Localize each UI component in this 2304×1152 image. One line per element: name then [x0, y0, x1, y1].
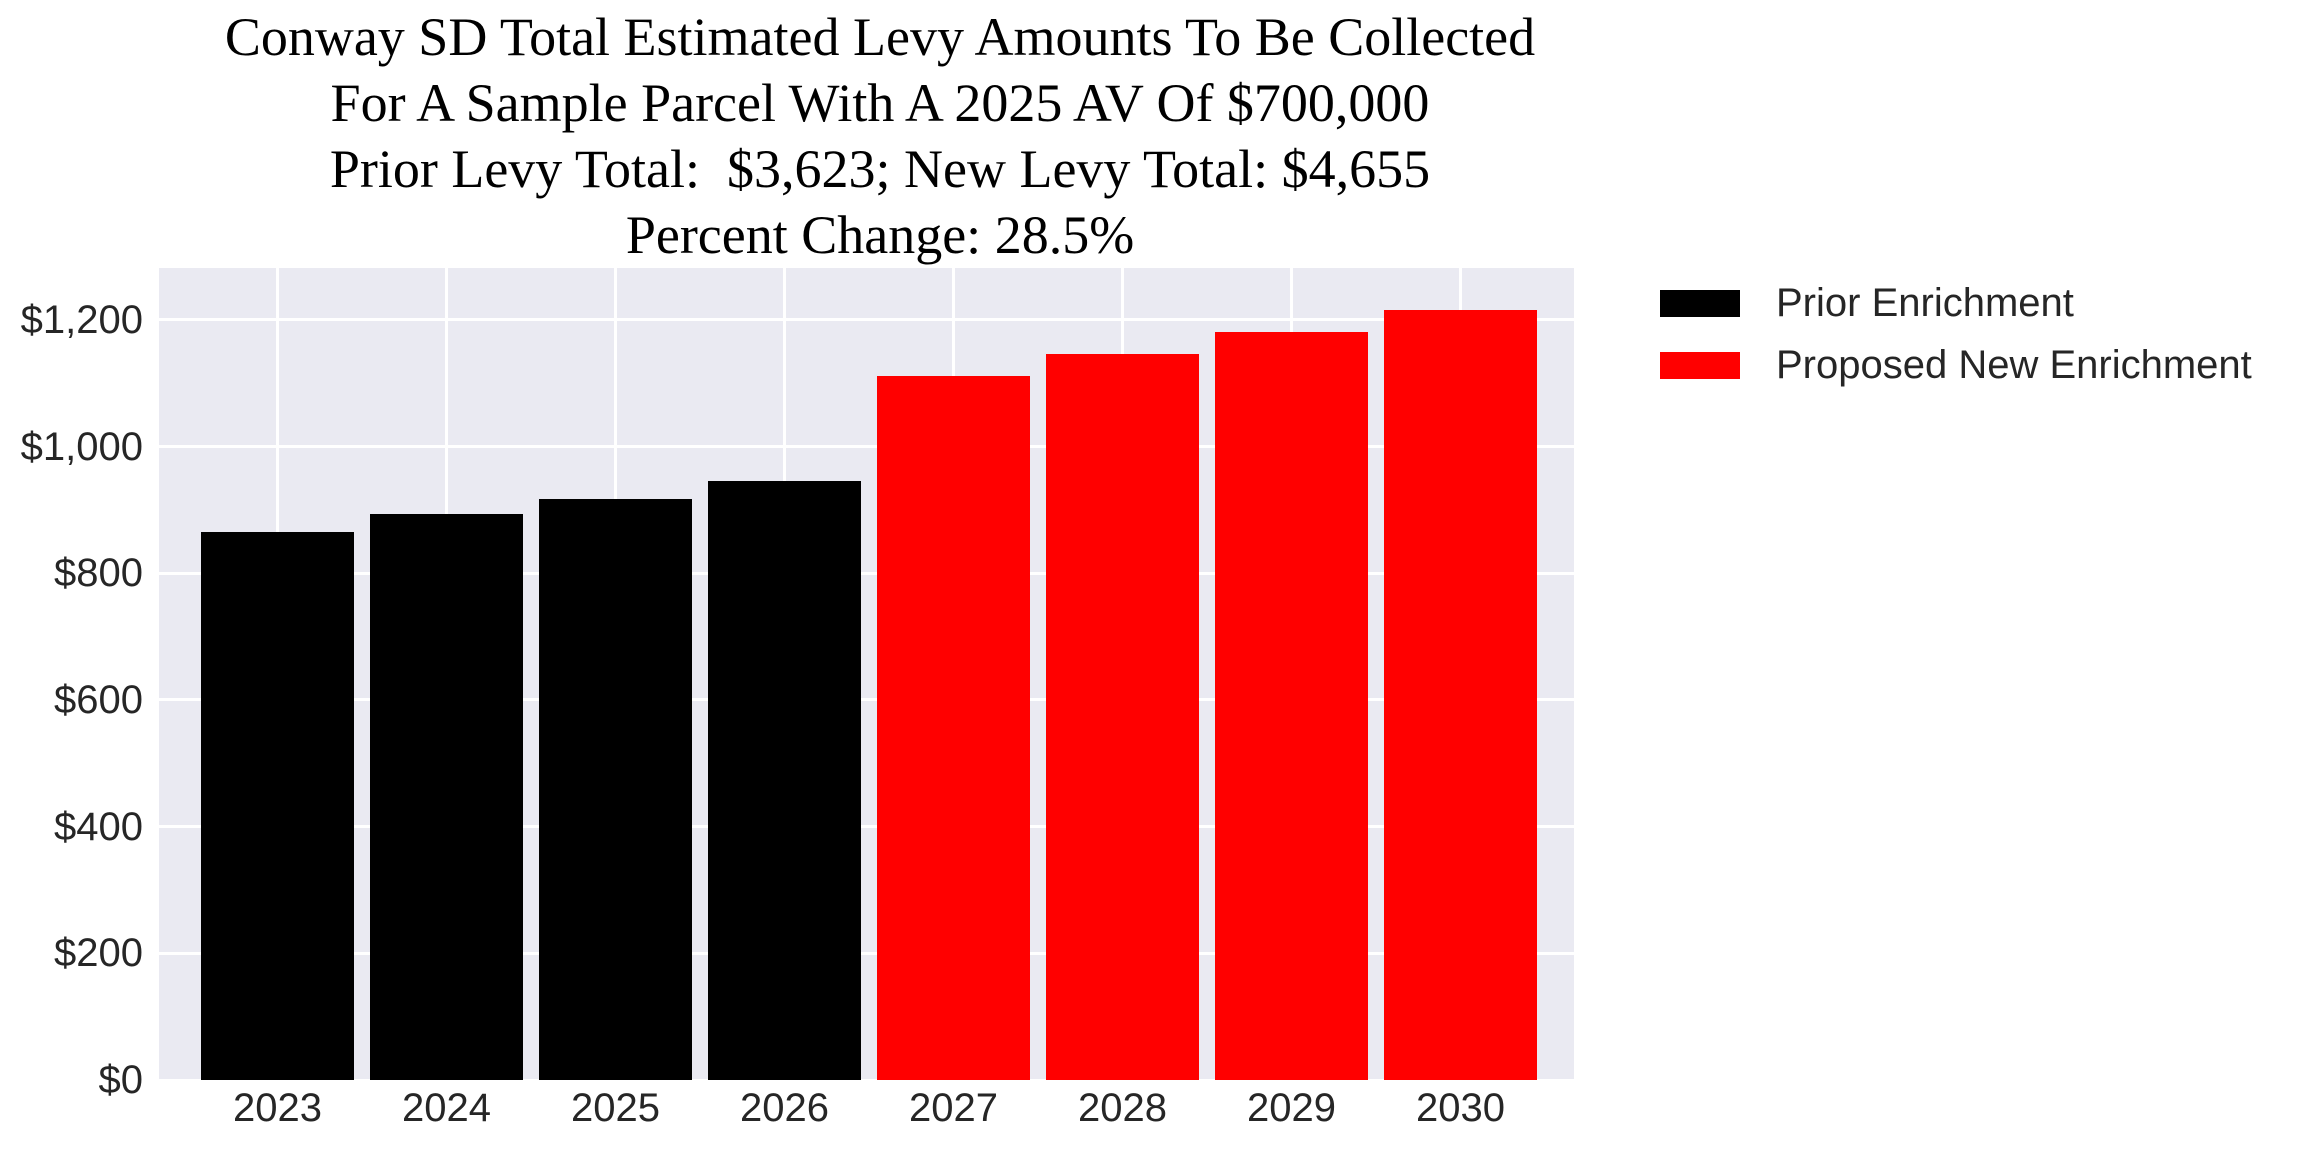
chart-title-line-4: Percent Change: 28.5%: [625, 205, 1135, 265]
y-tick-label-1200: $1,200: [20, 297, 143, 342]
legend-row: Proposed New Enrichment: [1660, 334, 2252, 396]
legend: Prior Enrichment Proposed New Enrichment: [1660, 272, 2252, 396]
bar-2029: [1215, 331, 1368, 1080]
bar-2026: [708, 480, 861, 1080]
gridline-horizontal-1200: [159, 318, 1574, 322]
gridline-horizontal-0: [159, 1078, 1574, 1080]
x-tick-label-2027: 2027: [909, 1086, 998, 1130]
x-tick-label-2025: 2025: [571, 1086, 660, 1130]
plot-area: [159, 268, 1574, 1080]
x-tick-label-2026: 2026: [740, 1086, 829, 1130]
x-tick-label-2023: 2023: [233, 1086, 322, 1130]
x-tick-label-2029: 2029: [1247, 1086, 1336, 1130]
bar-2023: [201, 531, 354, 1080]
y-tick-label-1000: $1,000: [20, 424, 143, 469]
bar-2024: [370, 514, 523, 1080]
legend-label: Prior Enrichment: [1776, 281, 2074, 325]
y-tick-label-400: $400: [54, 804, 143, 849]
x-tick-label-2028: 2028: [1078, 1086, 1167, 1130]
x-tick-label-2030: 2030: [1416, 1086, 1505, 1130]
chart-title: Conway SD Total Estimated Levy Amounts T…: [0, 4, 1760, 268]
gridline-horizontal-600: [159, 698, 1574, 702]
chart-title-line-2: For A Sample Parcel With A 2025 AV Of $7…: [330, 73, 1430, 133]
x-tick-label-2024: 2024: [402, 1086, 491, 1130]
legend-row: Prior Enrichment: [1660, 272, 2252, 334]
bar-2025: [539, 498, 692, 1080]
gridline-horizontal-200: [159, 951, 1574, 955]
bar-2030: [1384, 309, 1537, 1080]
y-tick-label-200: $200: [54, 931, 143, 976]
y-tick-label-0: $0: [98, 1058, 144, 1102]
y-tick-label-600: $600: [54, 677, 143, 722]
bar-2028: [1046, 354, 1199, 1080]
chart-title-line-1: Conway SD Total Estimated Levy Amounts T…: [224, 7, 1536, 67]
legend-label: Proposed New Enrichment: [1776, 343, 2252, 387]
y-tick-label-800: $800: [54, 551, 143, 596]
bar-2027: [877, 375, 1030, 1080]
legend-swatch-proposed-new-enrichment: [1660, 351, 1740, 379]
legend-swatch-prior-enrichment: [1660, 289, 1740, 317]
chart-title-line-3: Prior Levy Total: $3,623; New Levy Total…: [329, 139, 1431, 199]
gridline-horizontal-1000: [159, 445, 1574, 449]
gridline-horizontal-400: [159, 825, 1574, 829]
gridline-horizontal-800: [159, 571, 1574, 575]
